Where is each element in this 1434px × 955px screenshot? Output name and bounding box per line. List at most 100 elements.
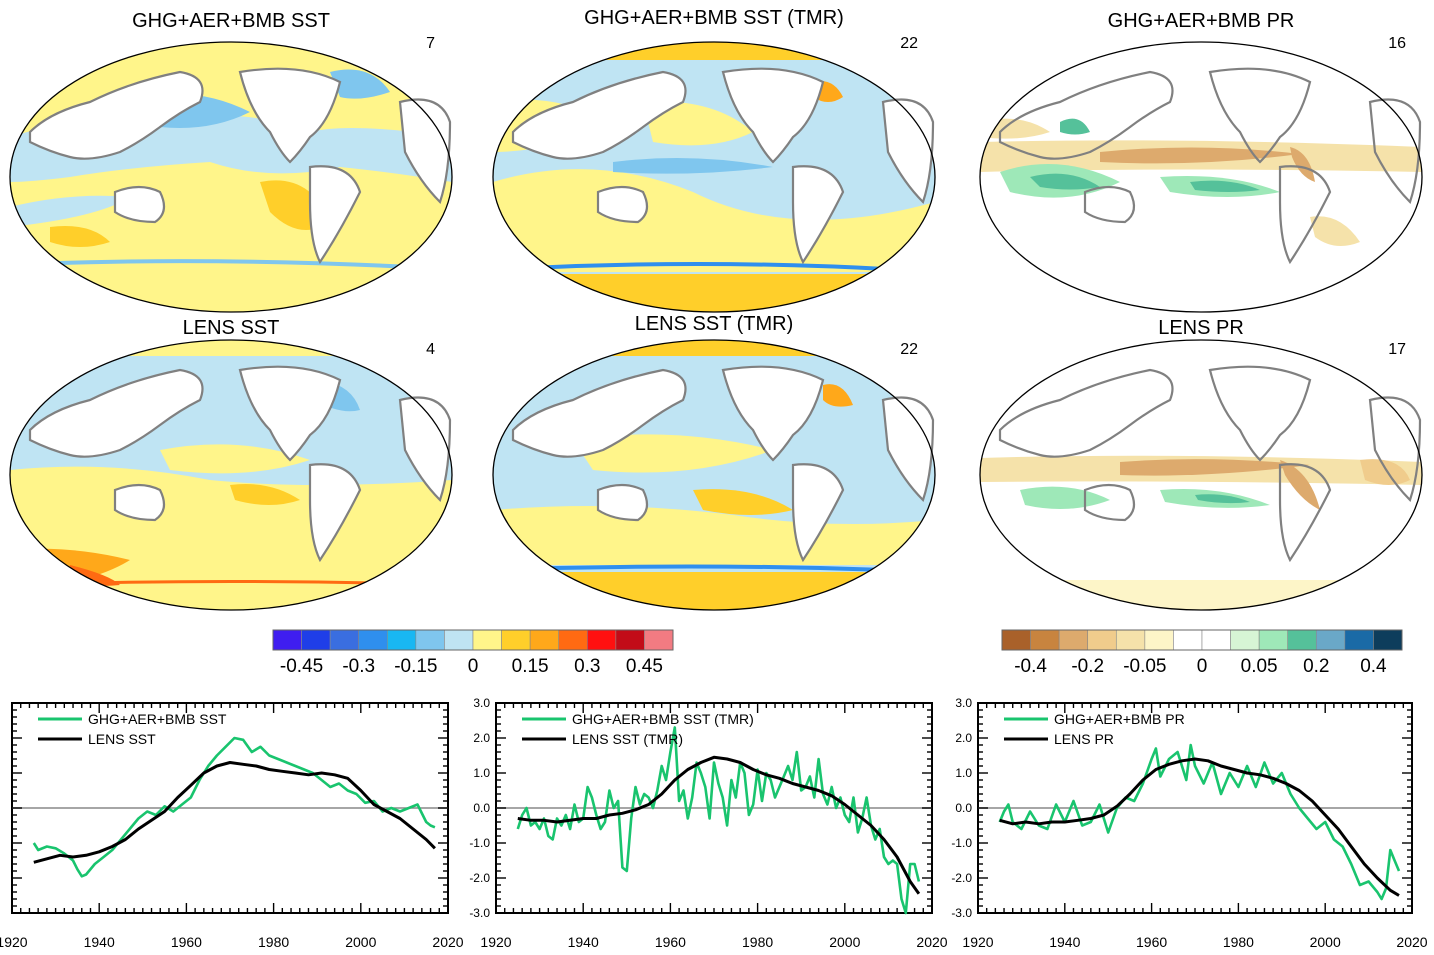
y-tick-label: 3.0: [955, 696, 972, 710]
map-number: 7: [426, 35, 435, 52]
colorbar-swatch: [1344, 629, 1374, 651]
colorbar-swatch: [301, 629, 331, 651]
colorbar-swatch: [1144, 629, 1174, 651]
map-title: GHG+AER+BMB SST: [132, 10, 330, 32]
x-tick-label: 2000: [829, 934, 860, 950]
y-tick-label: -3.0: [951, 906, 972, 920]
map-number: 16: [1388, 35, 1406, 52]
colorbar-swatch: [1201, 629, 1231, 651]
map-panel: [9, 339, 453, 611]
continents: [998, 67, 1422, 265]
colorbar-label: -0.4: [1014, 656, 1047, 677]
continents: [998, 365, 1422, 563]
colorbar-label: -0.05: [1123, 656, 1166, 677]
colorbar-swatch: [472, 629, 502, 651]
x-tick-label: 2000: [1310, 934, 1341, 950]
y-tick-label: -1.0: [951, 836, 972, 850]
x-tick-label: 1940: [84, 934, 115, 950]
colorbar-label: 0.15: [512, 656, 549, 677]
colorbar-swatch: [586, 629, 617, 651]
series-line-black: [33, 761, 436, 864]
y-tick-label: 1.0: [473, 766, 490, 780]
colorbar-swatch: [1373, 629, 1403, 651]
colorbar-swatch: [644, 629, 674, 651]
x-tick-label: 1920: [480, 934, 511, 950]
colorbar-label: -0.3: [342, 656, 375, 677]
series-line-black: [517, 755, 921, 895]
map-number: 4: [426, 341, 435, 358]
y-tick-label: -2.0: [469, 871, 490, 885]
colorbar-swatch: [558, 629, 588, 651]
colorbar-swatch: [329, 629, 360, 651]
legend-label: LENS SST: [88, 731, 156, 747]
colorbar-swatch: [272, 629, 302, 651]
colorbar-swatch: [615, 629, 645, 651]
map-title: LENS SST: [183, 317, 280, 339]
continents: [511, 365, 935, 563]
colorbar-label: -0.2: [1071, 656, 1104, 677]
legend-label: LENS SST (TMR): [572, 731, 683, 747]
map-title: GHG+AER+BMB SST (TMR): [584, 7, 844, 29]
map-panel: [492, 339, 936, 611]
legend-label: GHG+AER+BMB SST (TMR): [572, 711, 754, 727]
line-chart-2: 1920 1940 1960 1980 2000 2020 -3.0 -2.0 -1.0 0.0 1…: [469, 696, 947, 950]
line-chart-3: 1920 1940 1960 1980 2000 2020 -3.0 -2.0 -1.0 0.0 1…: [951, 696, 1427, 950]
map-field: [10, 42, 452, 312]
x-tick-label: 1920: [962, 934, 993, 950]
map-panel: [492, 41, 936, 313]
map-panel: [9, 41, 453, 313]
map-field: [980, 340, 1422, 610]
map-panel: [979, 339, 1423, 611]
colorbar-swatch: [358, 629, 388, 651]
colorbar-swatch: [1173, 629, 1203, 651]
x-tick-label: 1920: [0, 934, 28, 950]
colorbar-frame: [1001, 629, 1403, 651]
map-number: 17: [1388, 341, 1406, 358]
series-line-black: [999, 757, 1400, 897]
colorbar-swatch: [1058, 629, 1089, 651]
colorbar-label: 0: [1197, 656, 1208, 677]
colorbar-swatch: [1258, 629, 1289, 651]
series-line-green: [516, 726, 921, 915]
colorbar-swatch: [1315, 629, 1346, 651]
map-number: 22: [900, 35, 918, 52]
colorbar-label: 0: [468, 656, 479, 677]
y-tick-label: -2.0: [951, 871, 972, 885]
legend-label: LENS PR: [1054, 731, 1114, 747]
colorbar-swatch: [415, 629, 445, 651]
map-number: 22: [900, 341, 918, 358]
line-chart-1: 1920 1940 1960 1980 2000 2020 GHG+AER+BMB SST L…: [0, 702, 464, 950]
colorbar-label: 0.3: [574, 656, 600, 677]
x-tick-label: 1960: [171, 934, 202, 950]
y-tick-label: 0.0: [955, 801, 972, 815]
colorbar-swatch: [1030, 629, 1060, 651]
x-tick-label: 2020: [916, 934, 947, 950]
x-tick-label: 1980: [1223, 934, 1254, 950]
y-tick-label: 2.0: [955, 731, 972, 745]
map-panel: [979, 41, 1423, 313]
colorbar-swatch: [1115, 629, 1146, 651]
x-tick-label: 1980: [742, 934, 773, 950]
map-title: LENS PR: [1158, 317, 1244, 339]
continents: [28, 67, 452, 265]
y-tick-label: 2.0: [473, 731, 490, 745]
x-tick-label: 2020: [432, 934, 463, 950]
y-tick-label: -1.0: [469, 836, 490, 850]
y-tick-label: 0.0: [473, 801, 490, 815]
series-line-green: [998, 743, 1401, 901]
colorbar-swatch: [1087, 629, 1117, 651]
map-field: [980, 42, 1422, 312]
legend-label: GHG+AER+BMB SST: [88, 711, 227, 727]
y-tick-label: 1.0: [955, 766, 972, 780]
colorbar-swatch: [1287, 629, 1317, 651]
x-tick-label: 2020: [1396, 934, 1427, 950]
map-title: LENS SST (TMR): [635, 313, 794, 335]
colorbar-swatch: [1001, 629, 1031, 651]
x-tick-label: 2000: [345, 934, 376, 950]
x-tick-label: 1960: [655, 934, 686, 950]
continents: [511, 67, 935, 265]
colorbar-label: -0.45: [280, 656, 323, 677]
maps: GHG+AER+BMB SST 7 GHG+AER+BMB SST (TMR) …: [9, 7, 1423, 611]
map-title: GHG+AER+BMB PR: [1108, 10, 1295, 32]
